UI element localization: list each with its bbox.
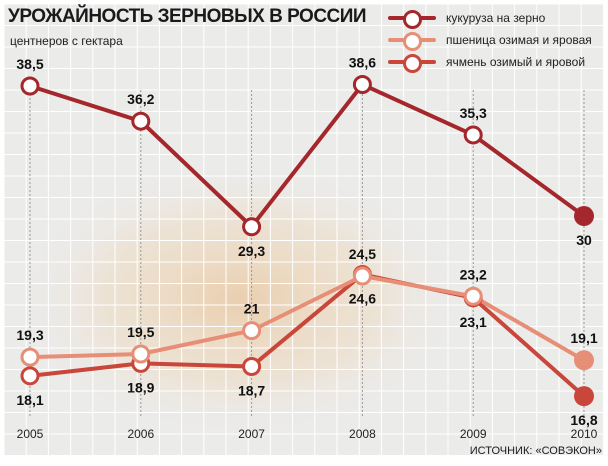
series-line bbox=[29, 82, 586, 229]
legend-marker-icon bbox=[403, 32, 422, 51]
data-label: 35,3 bbox=[460, 105, 487, 121]
data-point bbox=[574, 206, 594, 227]
data-label: 23,1 bbox=[460, 314, 487, 330]
data-label: 30 bbox=[576, 232, 592, 248]
data-point bbox=[242, 217, 262, 237]
legend-label: кукуруза на зерно bbox=[446, 11, 546, 25]
x-tick-label: 2005 bbox=[17, 427, 44, 441]
series-line bbox=[29, 274, 585, 362]
source-note: ИСТОЧНИК: «СОВЭКОН» bbox=[469, 445, 602, 457]
data-point bbox=[242, 356, 262, 376]
data-point bbox=[352, 266, 372, 286]
x-tick-label: 2007 bbox=[238, 427, 265, 441]
chart-subtitle: центнеров с гектара bbox=[10, 34, 123, 48]
data-label: 23,2 bbox=[460, 266, 487, 282]
legend-item-wheat: пшеница озимая и яровая bbox=[388, 30, 603, 52]
data-point bbox=[20, 366, 40, 386]
legend-marker-icon bbox=[403, 10, 422, 29]
data-label: 38,5 bbox=[16, 56, 43, 72]
data-label: 24,5 bbox=[349, 246, 376, 262]
data-point bbox=[463, 286, 483, 306]
legend-label: ячмень озимый и яровой bbox=[446, 55, 586, 69]
data-label: 38,6 bbox=[349, 54, 376, 70]
x-tick-label: 2009 bbox=[460, 427, 487, 441]
chart-title: УРОЖАЙНОСТЬ ЗЕРНОВЫХ В РОССИИ bbox=[8, 6, 367, 27]
legend-label: пшеница озимая и яровая bbox=[446, 33, 592, 47]
x-tick-label: 2008 bbox=[349, 427, 376, 441]
data-point bbox=[20, 76, 40, 96]
data-label: 19,3 bbox=[16, 327, 43, 343]
data-point bbox=[20, 347, 40, 367]
data-point bbox=[574, 350, 594, 371]
legend-marker-icon bbox=[403, 54, 422, 73]
legend-item-barley: ячмень озимый и яровой bbox=[388, 52, 603, 74]
data-point bbox=[463, 125, 483, 145]
data-point bbox=[242, 321, 262, 341]
data-label: 21 bbox=[244, 301, 260, 317]
data-label: 16,8 bbox=[570, 412, 597, 428]
data-label: 18,7 bbox=[238, 382, 265, 398]
data-label: 24,6 bbox=[349, 290, 376, 306]
data-label: 19,5 bbox=[127, 324, 154, 340]
x-tick-label: 2006 bbox=[127, 427, 154, 441]
data-label: 29,3 bbox=[238, 243, 265, 259]
data-label: 36,2 bbox=[127, 91, 154, 107]
data-point bbox=[131, 111, 151, 131]
x-tick-label: 2010 bbox=[571, 427, 598, 441]
legend-item-corn: кукуруза на зерно bbox=[388, 8, 603, 30]
data-label: 19,1 bbox=[570, 330, 597, 346]
data-point bbox=[131, 344, 151, 364]
legend: кукуруза на зерно пшеница озимая и ярова… bbox=[388, 8, 603, 74]
series-line bbox=[29, 272, 586, 398]
data-point bbox=[352, 74, 372, 94]
data-label: 18,1 bbox=[16, 392, 43, 408]
data-label: 18,9 bbox=[127, 379, 154, 395]
data-point bbox=[574, 386, 594, 407]
